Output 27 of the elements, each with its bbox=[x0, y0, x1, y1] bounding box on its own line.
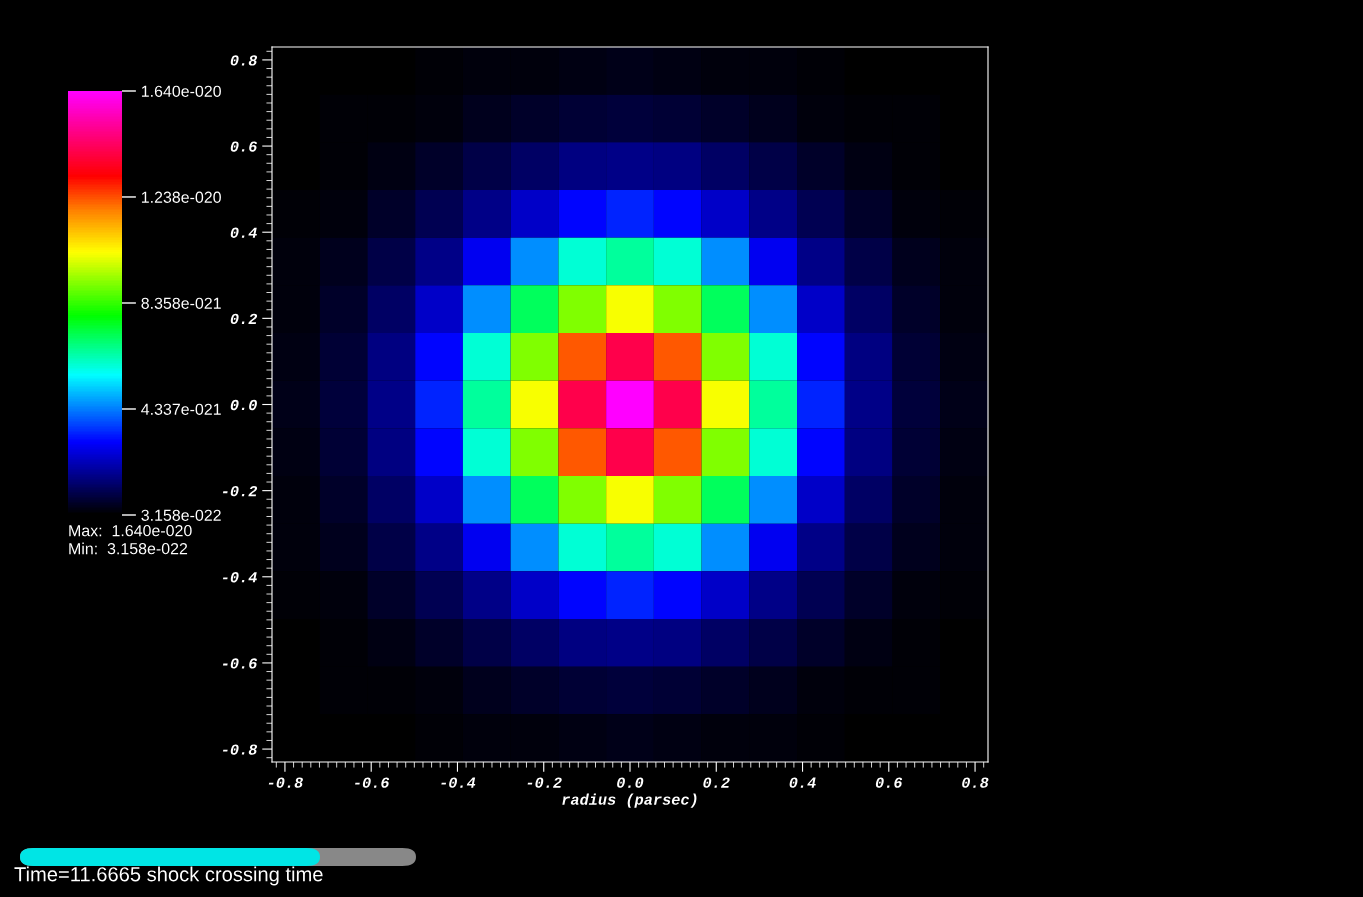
y-tick-label: 0.0 bbox=[230, 399, 257, 411]
color-bar-label: 8.358e-021 bbox=[141, 297, 221, 309]
y-tick-label: 0.2 bbox=[230, 313, 258, 325]
y-tick-label: 0.6 bbox=[230, 141, 258, 152]
text: Time=11.6665 shock crossing time bbox=[14, 866, 323, 886]
text: Max: 1.640e-020 bbox=[69, 524, 192, 537]
x-tick-label: 0.8 bbox=[962, 777, 989, 788]
y-tick-label: -0.6 bbox=[222, 658, 258, 669]
color-bar-label: 4.337e-021 bbox=[141, 403, 221, 415]
x-tick-label: 0.2 bbox=[703, 777, 730, 788]
x-axis-title: radius (parsec) bbox=[562, 793, 697, 808]
y-tick-label: -0.8 bbox=[222, 744, 258, 755]
y-tick-label: 0.8 bbox=[230, 55, 258, 66]
color-bar-label: 1.640e-020 bbox=[141, 85, 221, 97]
y-tick-label: 0.4 bbox=[230, 227, 257, 238]
y-tick-label: -0.4 bbox=[222, 572, 257, 583]
x-tick-label: -0.8 bbox=[268, 777, 303, 788]
x-tick-label: 0.0 bbox=[617, 777, 644, 788]
color-bar-label: 3.158e-022 bbox=[141, 509, 221, 521]
y-tick-label: -0.2 bbox=[222, 485, 258, 497]
x-tick-label: -0.6 bbox=[355, 777, 390, 788]
text: Min: 3.158e-022 bbox=[69, 542, 188, 555]
x-tick-label: 0.4 bbox=[789, 777, 816, 788]
color-bar-label: 1.238e-020 bbox=[141, 191, 221, 203]
x-tick-label: 0.6 bbox=[875, 777, 903, 788]
x-tick-label: -0.4 bbox=[441, 777, 476, 788]
x-tick-label: -0.2 bbox=[527, 777, 562, 788]
